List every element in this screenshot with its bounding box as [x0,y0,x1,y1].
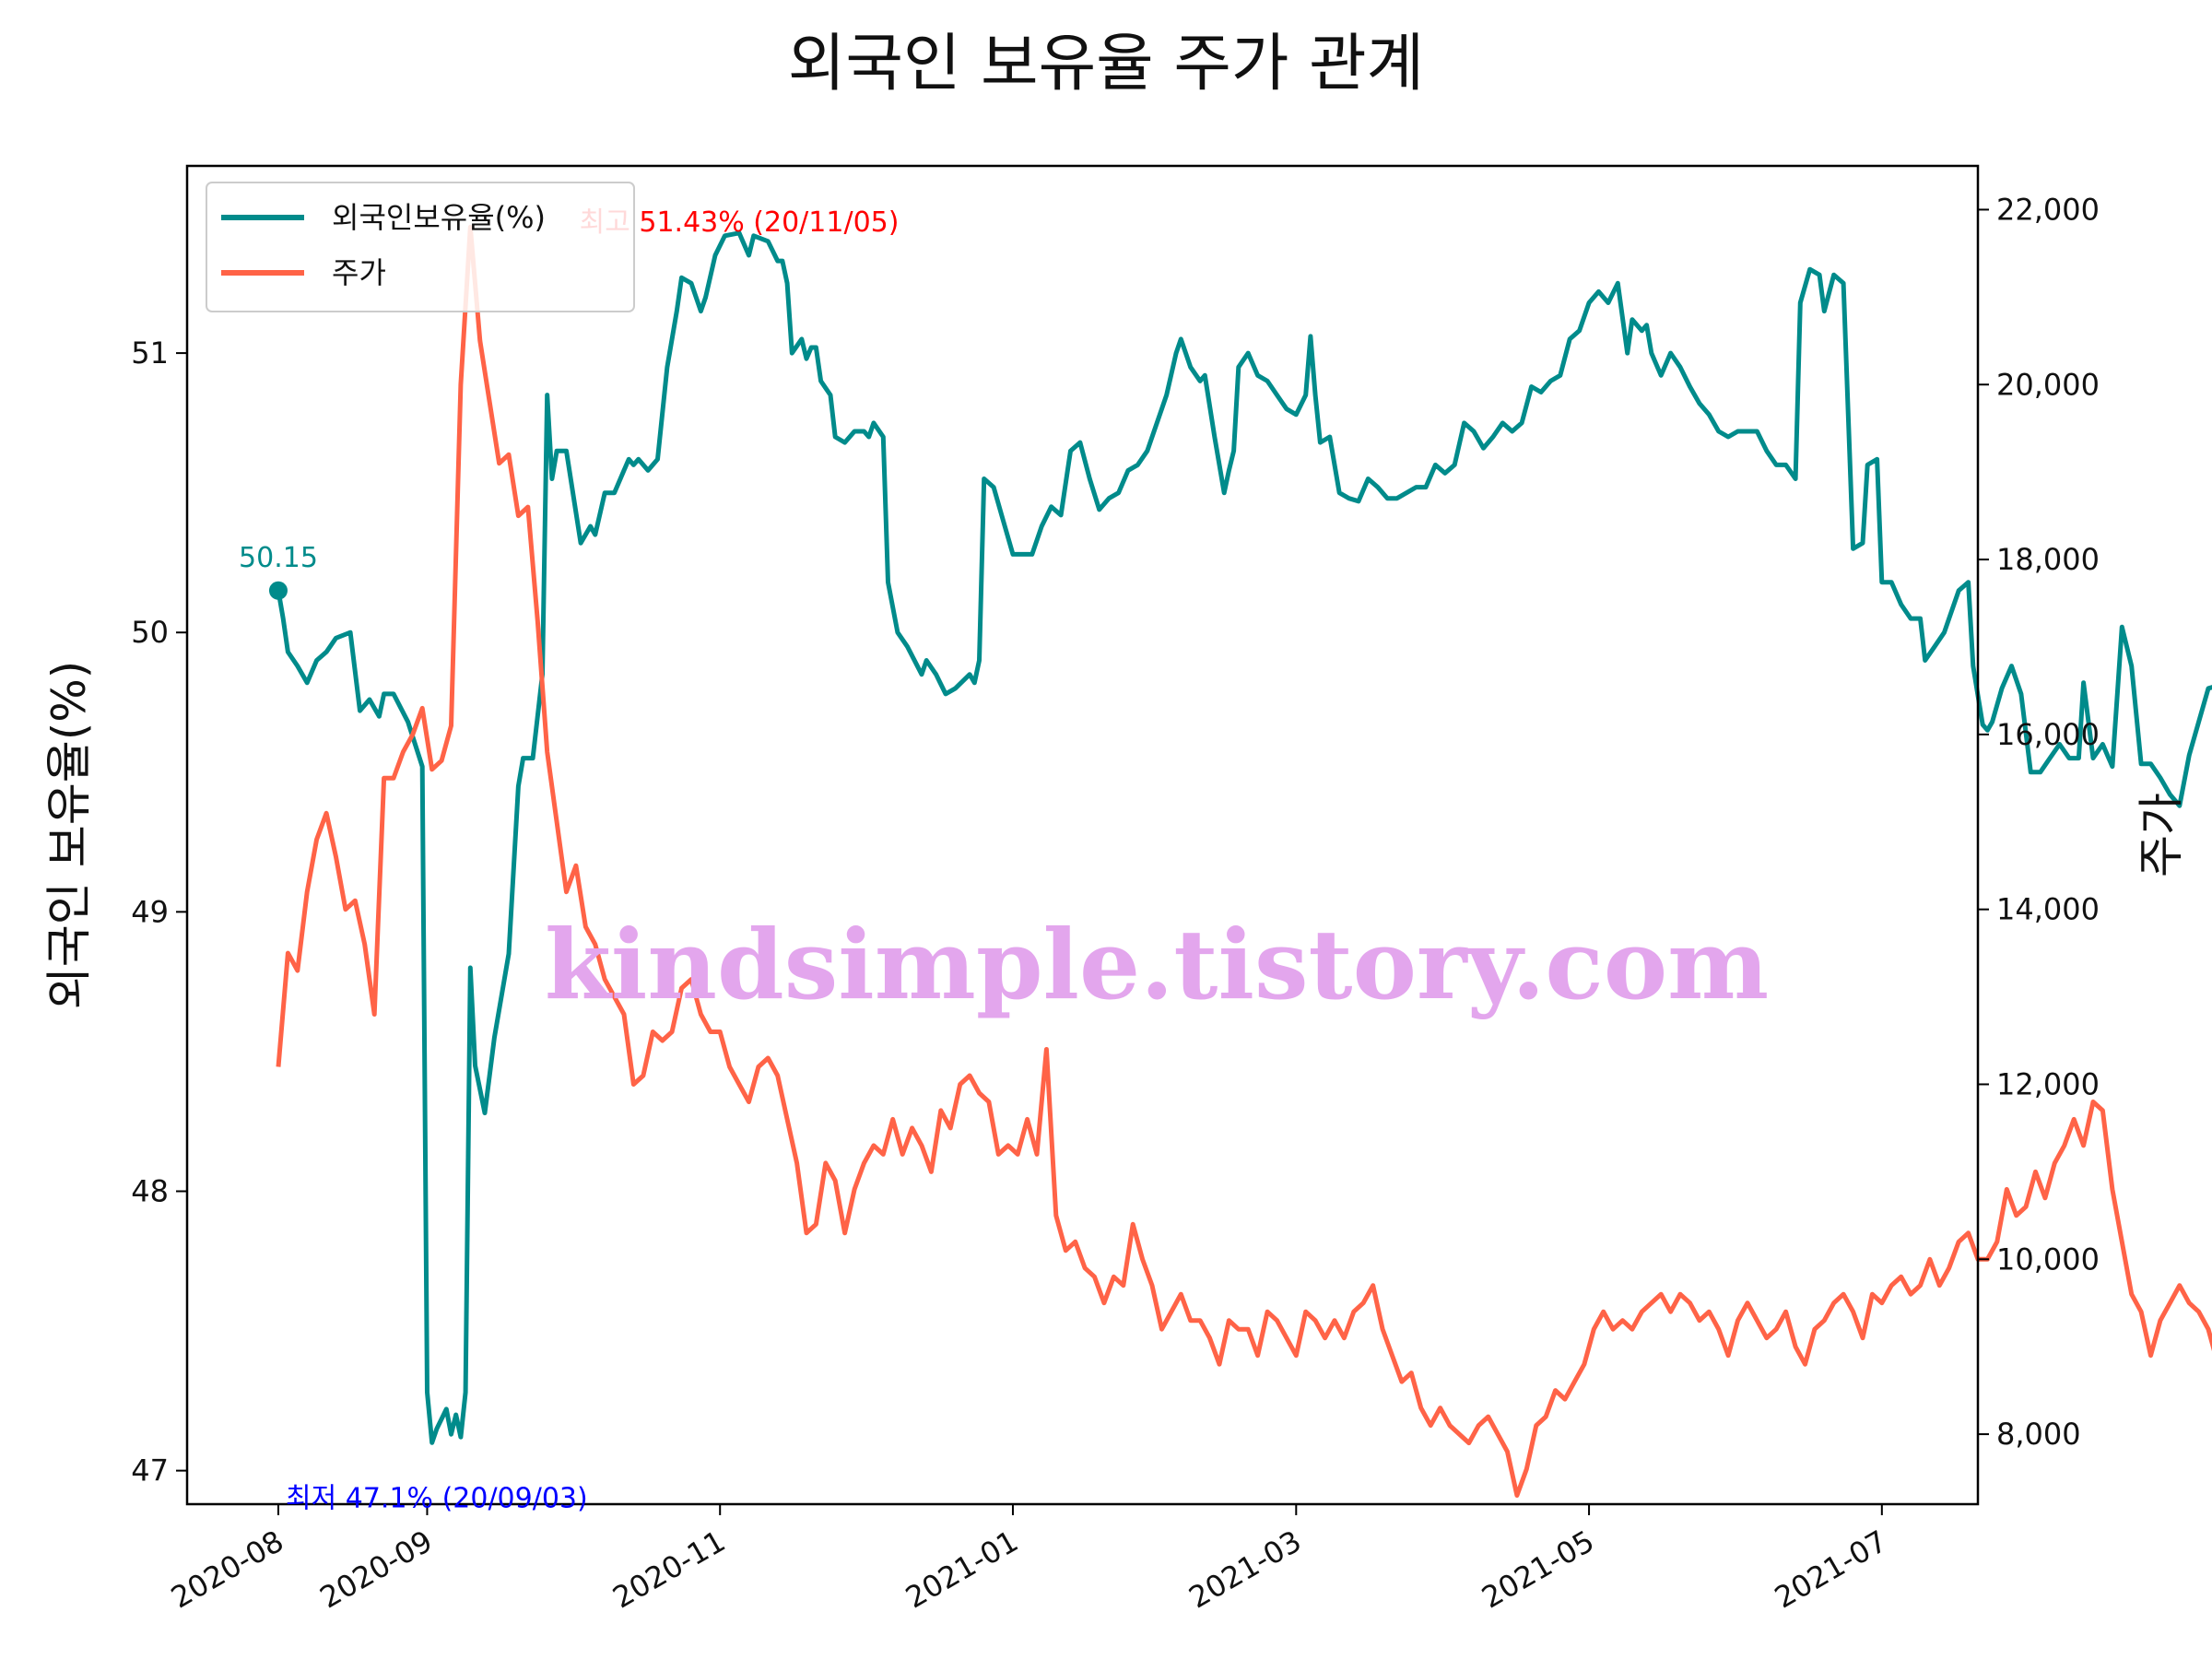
y-left-axis-label: 외국인 보유율(%) [42,661,96,1009]
plot-frame [185,164,1980,1506]
y-right-tick-label: 22,000 [1996,192,2100,227]
y-right-tick-label: 16,000 [1996,717,2100,752]
y-left-tick-label: 49 [131,894,169,929]
legend-label-foreign: 외국인보유율(%) [332,200,546,235]
chart-title: 외국인 보유율 주가 관계 [788,28,1424,100]
start-value-annotation: 50.15 [239,542,318,574]
y-right-tick-label: 18,000 [1996,542,2100,577]
start-point-marker [268,581,288,600]
y-right-tick-label: 14,000 [1996,892,2100,927]
y-right-tick-label: 12,000 [1996,1066,2100,1101]
legend-box [206,182,635,312]
y-right-tick-label: 10,000 [1996,1241,2100,1277]
watermark: kindsimple.tistory.com [545,908,1769,1021]
y-right-tick-label: 20,000 [1996,367,2100,402]
y-left-tick-label: 48 [131,1173,169,1208]
series-line-foreign-ownership [276,230,2212,1445]
y-right-tick-label: 8,000 [1996,1417,2081,1452]
y-left-tick-label: 47 [131,1453,169,1488]
legend: 외국인보유율(%) 주가 [206,182,635,312]
series-line-price [276,224,2212,1498]
legend-label-price: 주가 [332,255,386,290]
series-layer [268,224,2212,1498]
y-left-tick-label: 50 [131,615,169,650]
y-left-tick-label: 51 [131,335,169,371]
y-right-axis-label: 주가 [2135,793,2188,877]
min-annotation: 최저 47.1% (20/09/03) [286,1482,588,1514]
